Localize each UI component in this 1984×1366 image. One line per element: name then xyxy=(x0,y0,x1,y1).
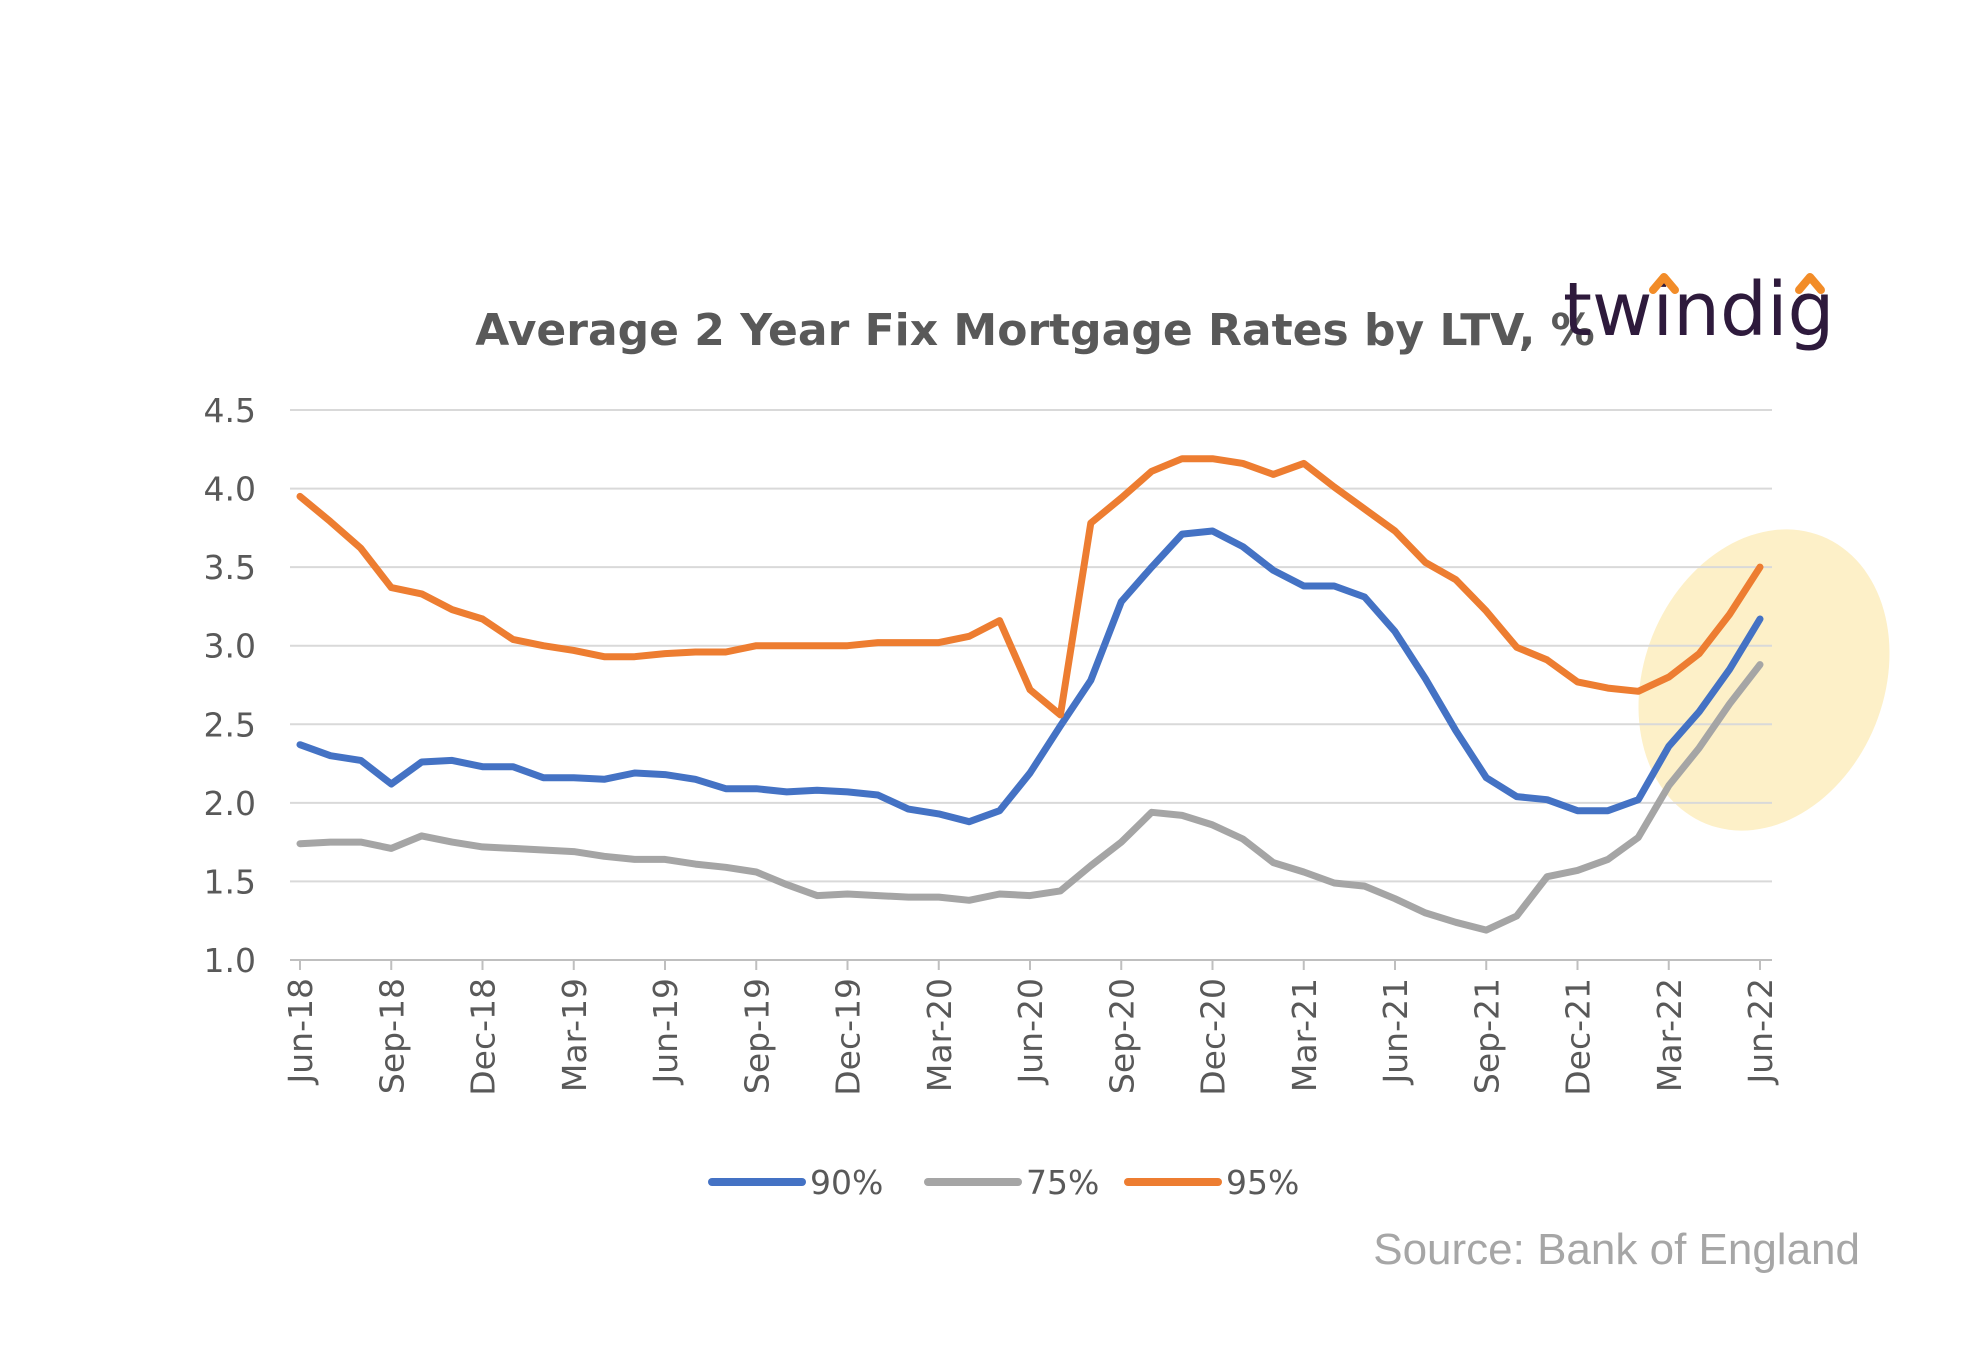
highlight-ellipse xyxy=(1638,529,1890,831)
twindig-logo: twindig xyxy=(1563,267,1835,353)
y-tick-label: 3.5 xyxy=(204,548,256,587)
y-tick-label: 1.0 xyxy=(204,941,256,980)
y-tick-label: 3.0 xyxy=(204,627,256,666)
x-tick-label: Sep-19 xyxy=(737,978,776,1094)
x-tick-label: Sep-18 xyxy=(372,978,411,1094)
x-tick-label: Jun-21 xyxy=(1376,978,1415,1085)
x-tick-label: Dec-18 xyxy=(464,978,503,1096)
x-tick-label: Mar-22 xyxy=(1650,978,1689,1092)
x-tick-label: Dec-21 xyxy=(1559,978,1598,1096)
x-tick-label: Mar-21 xyxy=(1285,978,1324,1092)
series-lines xyxy=(296,455,1764,934)
y-tick-label: 2.5 xyxy=(204,705,256,744)
x-tick-label: Mar-20 xyxy=(920,978,959,1092)
x-tick-label: Sep-21 xyxy=(1467,978,1506,1094)
x-tick-label: Dec-20 xyxy=(1194,978,1233,1096)
x-tick-label: Jun-22 xyxy=(1741,978,1780,1085)
y-tick-label: 4.5 xyxy=(204,391,256,430)
series-line-95pct xyxy=(296,455,1764,719)
x-tick-label: Mar-19 xyxy=(555,978,594,1092)
x-tick-label: Jun-18 xyxy=(281,978,320,1085)
logo-roof-icon-2 xyxy=(1795,273,1825,294)
chart-title: Average 2 Year Fix Mortgage Rates by LTV… xyxy=(475,305,1595,356)
axes: 1.0 1.5 2.0 2.5 3.0 3.5 4.0 4.5 Jun-18 Sep-18 Dec-… xyxy=(204,391,1780,1096)
series-line-75pct xyxy=(296,661,1764,934)
logo-text: twindig xyxy=(1563,267,1835,353)
y-tick-label: 1.5 xyxy=(204,862,256,901)
legend-label-75: 75% xyxy=(1026,1163,1099,1202)
legend-label-95: 95% xyxy=(1226,1163,1299,1202)
y-tick-label: 4.0 xyxy=(204,470,256,509)
y-tick-label: 2.0 xyxy=(204,784,256,823)
legend-label-90: 90% xyxy=(810,1163,883,1202)
x-tick-label: Dec-19 xyxy=(829,978,868,1096)
legend: 90% 75% 95% xyxy=(708,1163,1299,1202)
series-line-90pct xyxy=(296,527,1764,826)
source-note: Source: Bank of England xyxy=(1373,1225,1860,1274)
x-tick-label: Sep-20 xyxy=(1102,978,1141,1094)
logo-roof-icon xyxy=(1649,273,1679,294)
x-tick-label: Jun-19 xyxy=(646,978,685,1085)
x-tick-label: Jun-20 xyxy=(1011,978,1050,1085)
